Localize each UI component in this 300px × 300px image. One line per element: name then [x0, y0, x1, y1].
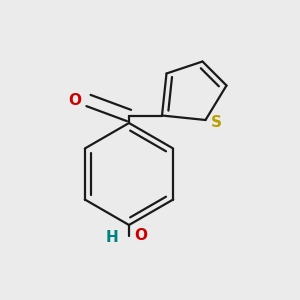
Text: H: H [106, 230, 118, 245]
Text: O: O [68, 93, 81, 108]
Text: S: S [211, 115, 222, 130]
Text: O: O [134, 228, 147, 243]
